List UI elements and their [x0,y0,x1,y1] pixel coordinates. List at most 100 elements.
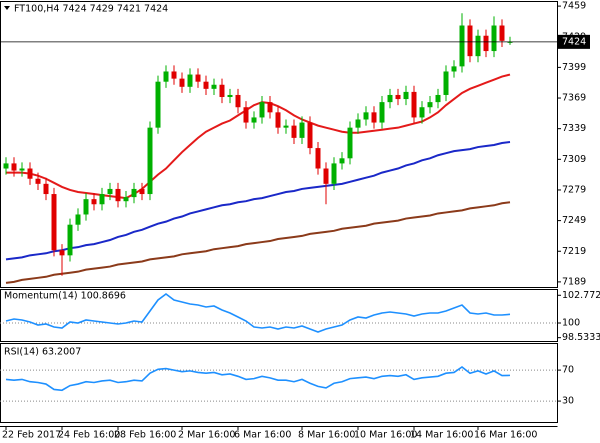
y-tick-label: 7219 [562,246,586,257]
candle-body [35,178,41,184]
candle-body [171,71,177,79]
candle-body [371,112,377,123]
candle-body [483,35,489,52]
y-tick-label: 7339 [562,123,586,134]
candle-body [235,94,241,108]
rsi-title: RSI(14) 63.2007 [4,347,81,358]
x-tick-label: 16 Mar 16:00 [474,430,537,441]
candle-body [331,163,337,184]
candle-body [75,214,81,225]
candle-body [323,168,329,184]
candle-body [259,102,265,118]
candle-body [291,125,297,138]
x-tick-label: 28 Feb 16:00 [114,430,176,441]
y-tick-label: 100 [562,318,580,329]
moving-average [6,73,511,200]
candle-body [243,107,249,123]
candle-body [507,41,513,43]
candle-body [387,94,393,103]
candle-body [283,125,289,128]
candle-body [459,25,465,67]
candle-body [267,102,273,113]
candle-body [395,94,401,100]
moving-average [5,140,511,261]
candle-body [99,194,105,205]
price-label-box [558,34,590,49]
candle-body [275,112,281,128]
candle-body [467,25,473,57]
candle-body [491,25,497,52]
panel-frame [0,343,558,423]
candle-body [3,163,9,169]
candle-body [187,74,193,87]
candle-body [219,84,225,98]
candle-body [59,250,65,256]
candle-body [203,81,209,89]
momentum-title: Momentum(14) 100.8696 [4,291,126,302]
x-tick-label: 6 Mar 16:00 [234,430,291,441]
candle-body [299,122,305,138]
candle-body [339,158,345,164]
candle-body [475,35,481,57]
y-tick-label: 98.5333 [562,332,600,343]
candle-body [107,188,113,195]
candle-body [11,163,17,171]
y-tick-label: 7279 [562,184,586,195]
candle-body [43,183,49,195]
candle-body [363,112,369,120]
candle-body [195,74,201,82]
y-tick-label: 30 [562,396,574,407]
x-tick-label: 2 Mar 16:00 [178,430,235,441]
candle-body [403,91,409,100]
candle-body [179,78,185,87]
candle-body [435,94,441,103]
candle-body [379,102,385,123]
candle-body [315,148,321,169]
candle-body [139,188,145,195]
candle-body [443,71,449,95]
moving-average [5,201,511,284]
candle-body [451,66,457,72]
candle-body [123,197,129,202]
candle-body [251,117,257,123]
indicator-line [5,293,511,333]
candle-body [411,91,417,118]
candle-body [211,84,217,89]
price-label: 7424 [562,36,586,47]
candle-body [347,127,353,159]
candle-body [51,194,57,251]
candle-body [27,168,33,179]
candle-body [499,25,505,41]
candle-body [91,199,97,205]
x-tick-label: 22 Feb 2017 [2,430,61,441]
candle-body [355,119,361,128]
y-tick-label: 7249 [562,215,586,226]
candle-body [227,94,233,98]
candle-body [419,107,425,118]
candle-body [155,81,161,128]
y-tick-label: 7369 [562,93,586,104]
candle-body [115,188,121,202]
indicator-line [5,366,511,392]
candle-body [131,188,137,198]
candle-body [163,71,169,82]
candle-body [67,224,73,256]
candle-body [307,122,313,149]
candle-body [19,168,25,171]
candle-body [427,102,433,108]
x-tick-label: 10 Mar 16:00 [354,430,417,441]
y-tick-label: 7459 [562,1,586,12]
candle-body [147,127,153,195]
y-tick-label: 7309 [562,154,586,165]
x-tick-label: 8 Mar 16:00 [298,430,355,441]
chart-title: FT100,H4 7424 7429 7421 7424 [14,4,168,15]
x-tick-label: 14 Mar 16:00 [410,430,473,441]
panel-frame [0,289,558,342]
symbol-icon [4,6,10,10]
y-tick-label: 7189 [562,276,586,287]
x-tick-label: 24 Feb 16:00 [58,430,120,441]
candle-body [83,199,89,215]
